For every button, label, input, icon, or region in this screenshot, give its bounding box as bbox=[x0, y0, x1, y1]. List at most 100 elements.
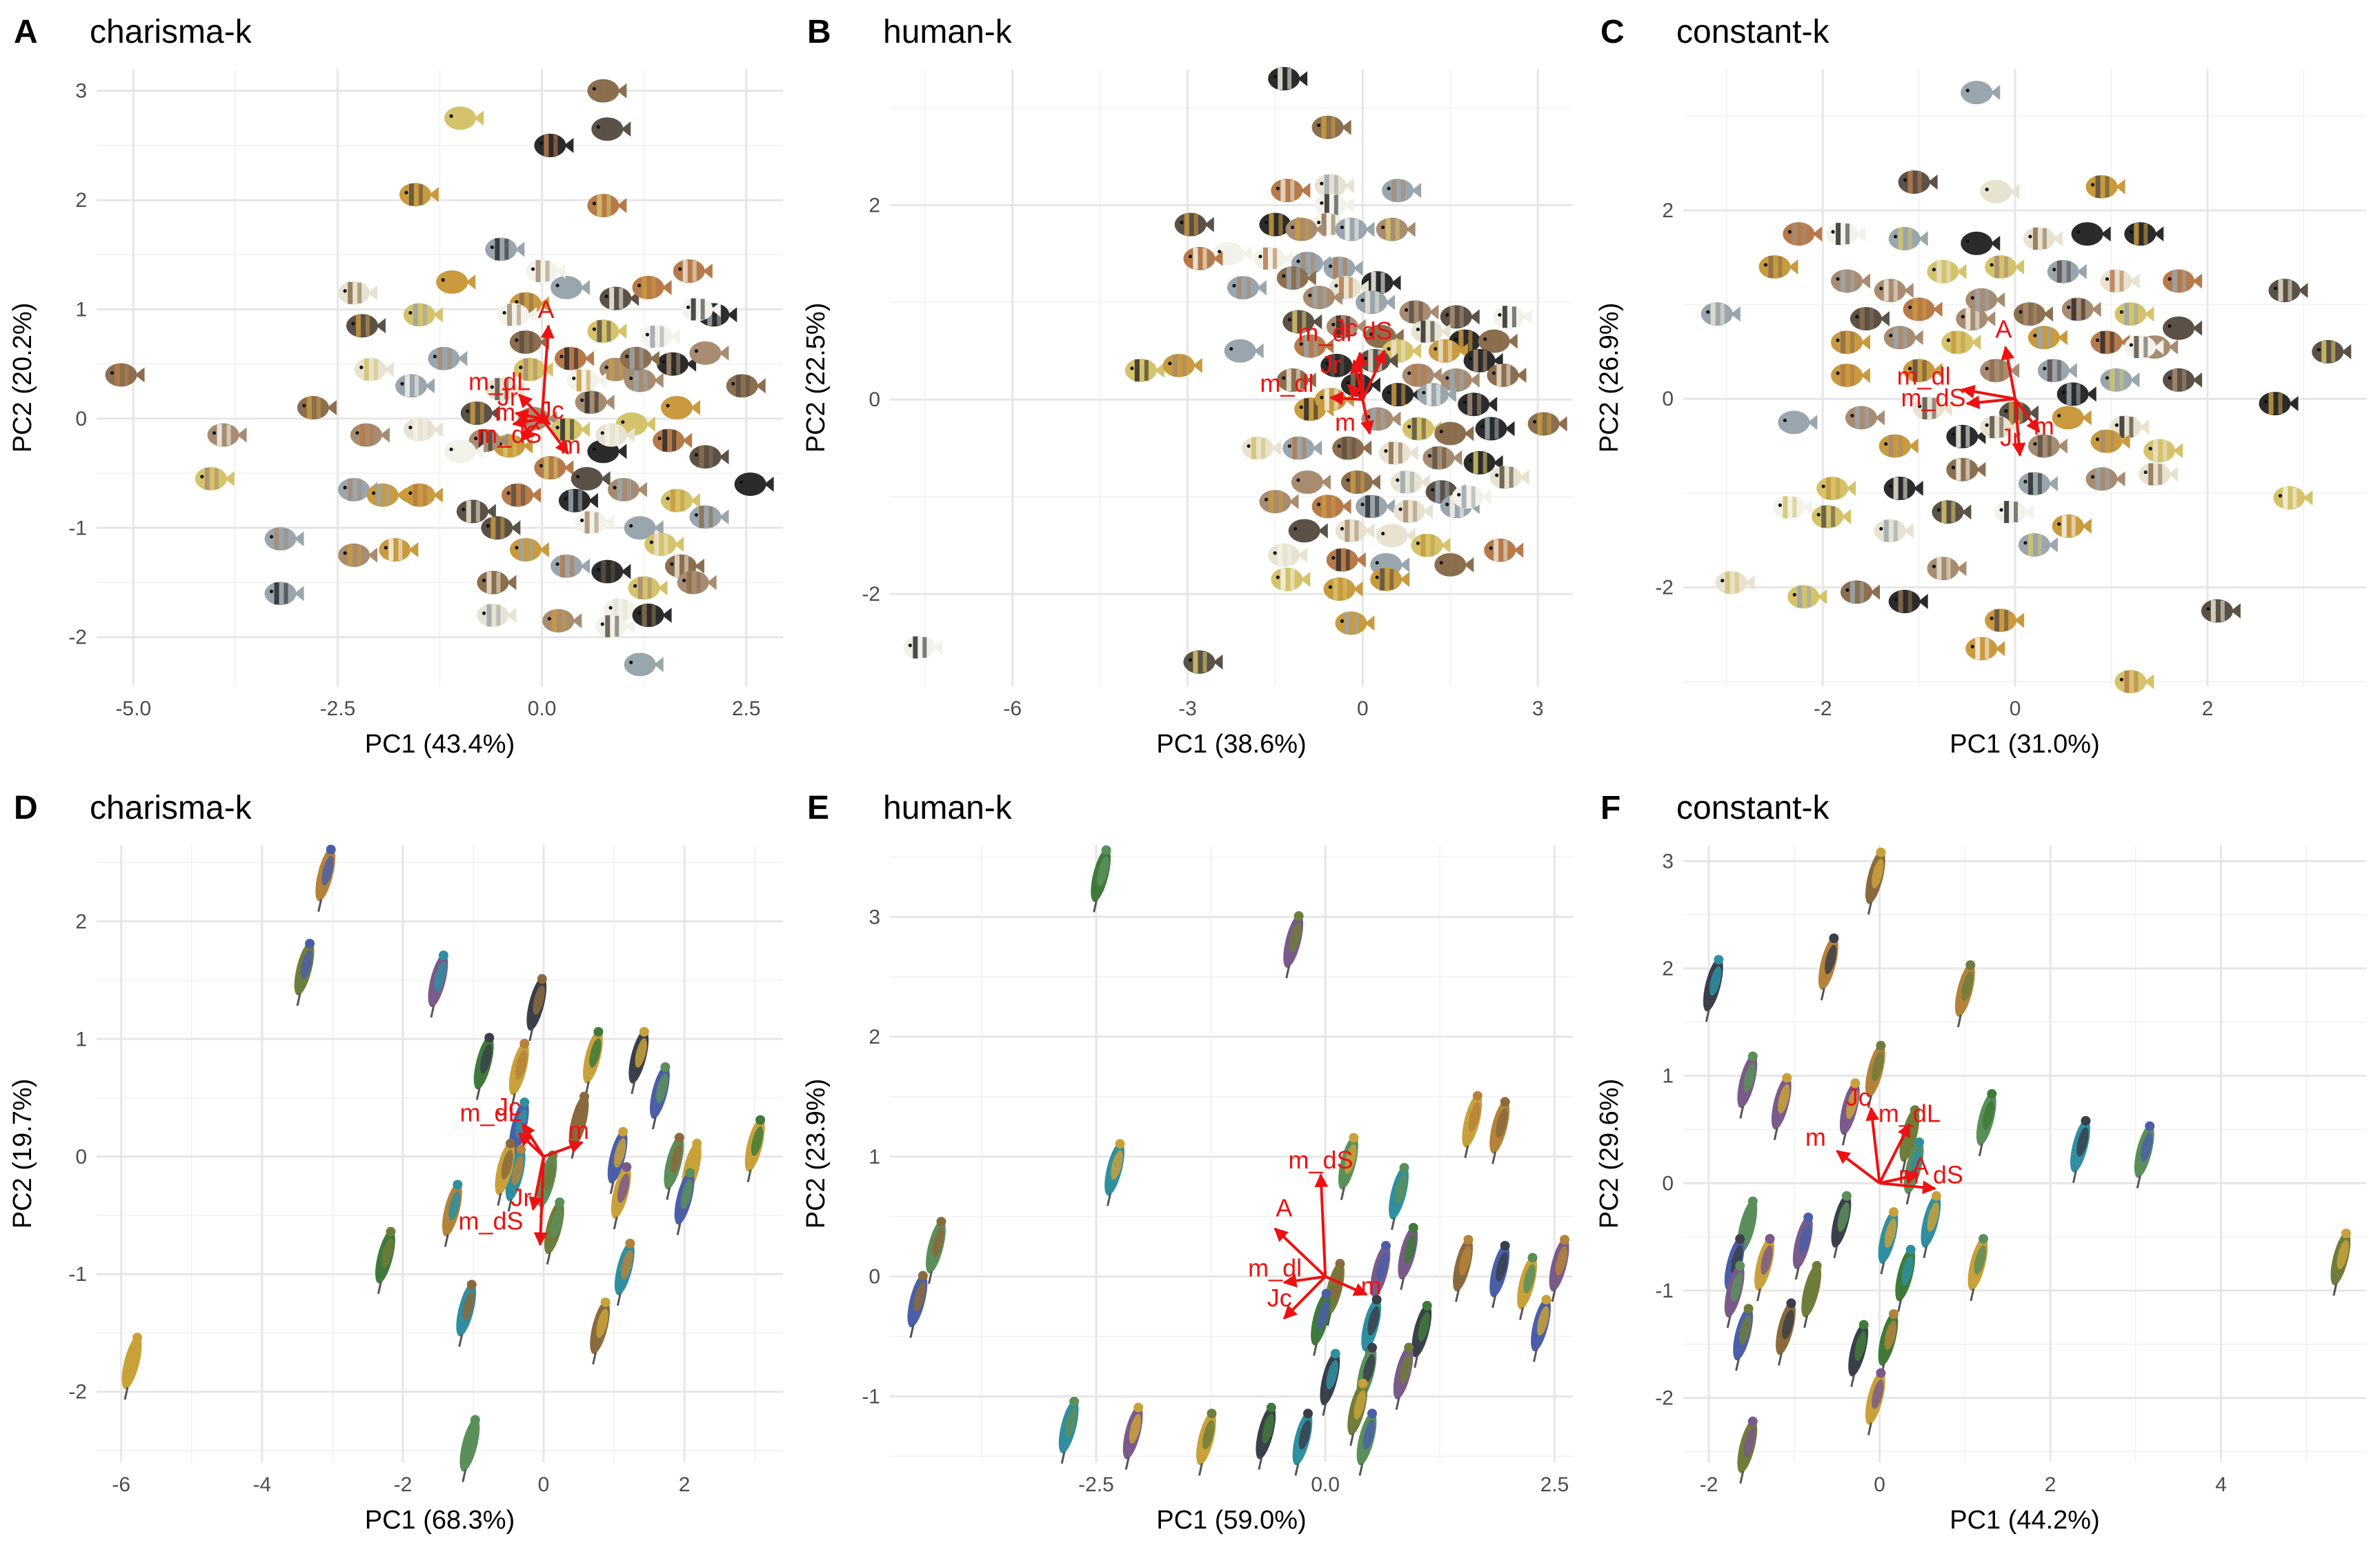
loading-vector bbox=[1282, 1275, 1327, 1320]
vector-label: m bbox=[2034, 412, 2054, 440]
loading-vector bbox=[1865, 1106, 1881, 1184]
fish-point bbox=[542, 608, 582, 633]
fish-point bbox=[1778, 410, 1818, 435]
vector-label: m_dS bbox=[458, 1206, 523, 1235]
x-axis-title: PC1 (68.3%) bbox=[365, 1506, 515, 1535]
x-tick-label: -3 bbox=[1178, 697, 1197, 720]
fish-point bbox=[1783, 222, 1823, 246]
bird-point bbox=[442, 1180, 463, 1247]
fish-point bbox=[497, 303, 537, 327]
fish-point bbox=[1356, 290, 1396, 315]
fish-point bbox=[1527, 412, 1567, 436]
y-tick-label: -1 bbox=[862, 1385, 880, 1408]
fish-point bbox=[677, 570, 717, 595]
fish-point bbox=[1874, 519, 1914, 543]
panel-letter: D bbox=[14, 790, 38, 826]
bird-point bbox=[1703, 955, 1724, 1022]
y-tick-label: -2 bbox=[862, 583, 880, 606]
fish-point bbox=[587, 319, 627, 344]
fish-point bbox=[661, 488, 701, 513]
fish-point bbox=[1382, 339, 1422, 363]
bird-point bbox=[121, 1333, 143, 1400]
bird-point bbox=[1411, 1300, 1432, 1369]
fish-point bbox=[1773, 495, 1813, 519]
fish-point bbox=[1282, 436, 1322, 460]
fish-point bbox=[1271, 179, 1311, 203]
fish-point bbox=[571, 467, 611, 491]
fish-point bbox=[195, 467, 235, 491]
vector-label: m_dl bbox=[1260, 369, 1313, 397]
fish-point bbox=[628, 576, 668, 600]
fish-point bbox=[338, 281, 378, 305]
bird-point bbox=[459, 1415, 480, 1482]
y-tick-label: -2 bbox=[1655, 1387, 1674, 1410]
y-tick-label: 3 bbox=[869, 906, 880, 928]
x-tick-label: 0.0 bbox=[1311, 1473, 1340, 1496]
fish-point bbox=[673, 259, 713, 283]
fish-point bbox=[1382, 179, 1422, 203]
loading-vector bbox=[517, 1132, 545, 1158]
y-tick-label: 2 bbox=[1662, 957, 1674, 980]
fish-point bbox=[481, 516, 521, 540]
fish-point bbox=[509, 537, 549, 561]
y-tick-label: -1 bbox=[68, 1263, 87, 1286]
y-tick-label: 2 bbox=[869, 1026, 880, 1048]
bird-point bbox=[1801, 1260, 1822, 1329]
bird-point bbox=[583, 1026, 604, 1095]
bird-point bbox=[1865, 847, 1886, 915]
fish-point bbox=[1831, 269, 1871, 293]
vector-label: A bbox=[1276, 1194, 1292, 1222]
vector-label: A bbox=[1912, 1152, 1929, 1180]
fish-point bbox=[1378, 441, 1418, 465]
fish-point bbox=[403, 417, 443, 441]
loading-vector bbox=[2001, 346, 2017, 399]
fish-point bbox=[1434, 553, 1474, 577]
x-axis-title: PC1 (59.0%) bbox=[1156, 1506, 1307, 1535]
fish-point bbox=[2268, 279, 2308, 303]
panel-letter: E bbox=[807, 790, 829, 826]
fish-point bbox=[1276, 266, 1316, 290]
bird-point bbox=[1256, 1402, 1276, 1470]
fish-point bbox=[1478, 329, 1518, 353]
fish-point bbox=[1489, 465, 1529, 489]
bird-point bbox=[674, 1168, 695, 1235]
y-axis-title: PC2 (19.7%) bbox=[8, 1079, 37, 1229]
bird-point bbox=[1393, 1342, 1414, 1410]
loading-vector bbox=[543, 1140, 584, 1158]
loading-vector bbox=[533, 1156, 548, 1246]
bird-point bbox=[1771, 1073, 1792, 1140]
x-tick-label: 2.5 bbox=[732, 697, 761, 720]
loading-vector bbox=[2012, 399, 2026, 457]
fish-point bbox=[1980, 359, 2020, 383]
fish-point bbox=[2085, 175, 2125, 199]
fish-point bbox=[1451, 485, 1491, 509]
fish-point bbox=[1845, 406, 1885, 430]
fish-point bbox=[1335, 217, 1375, 241]
fish-point bbox=[1994, 500, 2034, 524]
y-tick-label: 0 bbox=[75, 1146, 87, 1168]
fish-point bbox=[1271, 567, 1311, 591]
fish-point bbox=[689, 341, 729, 365]
fish-point bbox=[2052, 406, 2092, 430]
fish-point bbox=[2037, 359, 2077, 383]
bird-point bbox=[2070, 1115, 2091, 1184]
x-tick-label: -6 bbox=[112, 1473, 130, 1496]
x-tick-label: 0 bbox=[1874, 1473, 1885, 1496]
fish-point bbox=[734, 472, 774, 496]
fish-point bbox=[2090, 330, 2130, 355]
bird-point bbox=[1921, 1191, 1941, 1259]
fish-point bbox=[1416, 383, 1456, 407]
bird-point bbox=[1462, 1091, 1482, 1159]
fish-point bbox=[2312, 339, 2352, 364]
fish-point bbox=[644, 533, 684, 557]
bird-point bbox=[1865, 1040, 1886, 1108]
x-tick-label: 3 bbox=[1532, 697, 1544, 720]
fish-point bbox=[1227, 276, 1267, 300]
fish-point bbox=[1487, 363, 1527, 387]
fish-point bbox=[1268, 67, 1308, 91]
fish-point bbox=[444, 106, 484, 130]
fish-point bbox=[1335, 519, 1375, 543]
fish-point bbox=[1356, 495, 1396, 519]
y-tick-label: 1 bbox=[75, 298, 87, 321]
